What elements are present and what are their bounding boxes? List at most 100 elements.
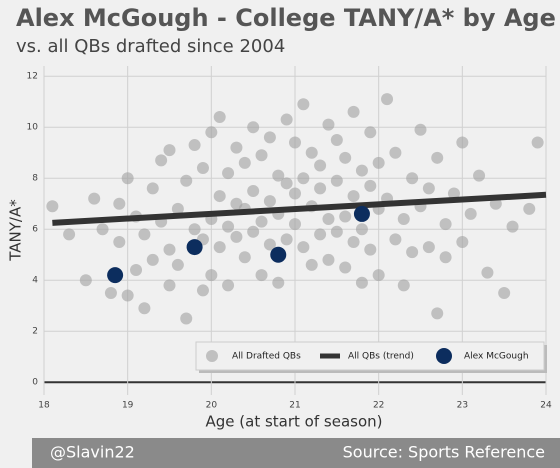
point (355, 276, 368, 289)
x-tick-label: 21 (289, 401, 300, 411)
point (330, 174, 343, 187)
point (205, 126, 218, 139)
point (121, 172, 134, 185)
point (222, 279, 235, 292)
point (104, 286, 117, 299)
point (314, 228, 327, 241)
point (263, 131, 276, 144)
point (422, 241, 435, 254)
point (414, 123, 427, 136)
point (473, 169, 486, 182)
point (180, 174, 193, 187)
point (422, 182, 435, 195)
point (213, 190, 226, 203)
point (138, 228, 151, 241)
point (456, 235, 469, 248)
trend-line (52, 191, 547, 226)
x-tick-label: 18 (38, 401, 50, 411)
point (322, 118, 335, 131)
point (481, 266, 494, 279)
point (222, 220, 235, 233)
point (163, 144, 176, 157)
point (222, 167, 235, 180)
point (305, 146, 318, 159)
point (188, 223, 201, 236)
highlight-point (107, 267, 124, 284)
point (330, 225, 343, 238)
point (146, 182, 159, 195)
point (247, 184, 260, 197)
point (464, 207, 477, 220)
point (163, 243, 176, 256)
point (46, 200, 59, 213)
point (339, 151, 352, 164)
legend-swatch (436, 348, 452, 364)
point (130, 264, 143, 277)
point (213, 241, 226, 254)
chart-title: Alex McGough - College TANY/A* by Age (16, 4, 556, 32)
legend-label: Alex McGough (464, 352, 529, 362)
point (171, 258, 184, 271)
x-axis-label: Age (at start of season) (206, 413, 383, 431)
point (289, 187, 301, 200)
point (389, 233, 402, 246)
point (364, 243, 377, 256)
point (247, 121, 260, 134)
point (347, 235, 360, 248)
y-axis-label: TANY/A* (7, 199, 25, 262)
point (439, 218, 452, 231)
point (280, 177, 293, 190)
point (146, 253, 159, 266)
point (96, 223, 109, 236)
highlight-point (270, 246, 287, 263)
point (439, 251, 452, 264)
point (347, 190, 360, 203)
point (113, 197, 126, 210)
point (255, 215, 268, 228)
point (389, 146, 402, 159)
y-tick-label: 6 (32, 225, 38, 235)
point (196, 162, 209, 175)
point (272, 276, 285, 289)
point (79, 274, 92, 287)
point (381, 93, 394, 106)
point (305, 258, 318, 271)
footer-right: Source: Sports Reference (343, 443, 545, 462)
y-tick-label: 8 (32, 174, 38, 184)
highlight-point (353, 205, 370, 222)
point (280, 233, 293, 246)
point (322, 213, 335, 226)
point (289, 218, 301, 231)
point (113, 235, 126, 248)
point (297, 98, 310, 111)
point (347, 105, 360, 118)
point (523, 202, 536, 215)
point (314, 182, 327, 195)
x-tick-label: 23 (457, 401, 468, 411)
point (364, 126, 377, 139)
point (314, 159, 327, 172)
point (180, 312, 193, 325)
point (155, 154, 168, 167)
point (456, 136, 469, 149)
point (339, 261, 352, 274)
point (188, 139, 201, 152)
point (272, 169, 285, 182)
y-tick-label: 0 (32, 378, 38, 388)
legend-label: All Drafted QBs (232, 352, 301, 362)
point (431, 151, 444, 164)
point (397, 213, 410, 226)
point (406, 246, 419, 259)
point (372, 269, 385, 282)
chart-subtitle: vs. all QBs drafted since 2004 (16, 36, 285, 57)
point (230, 230, 243, 243)
point (255, 269, 268, 282)
point (339, 210, 352, 223)
highlight-point (186, 239, 203, 256)
point (431, 307, 444, 320)
point (213, 111, 226, 124)
x-tick-label: 22 (373, 401, 384, 411)
